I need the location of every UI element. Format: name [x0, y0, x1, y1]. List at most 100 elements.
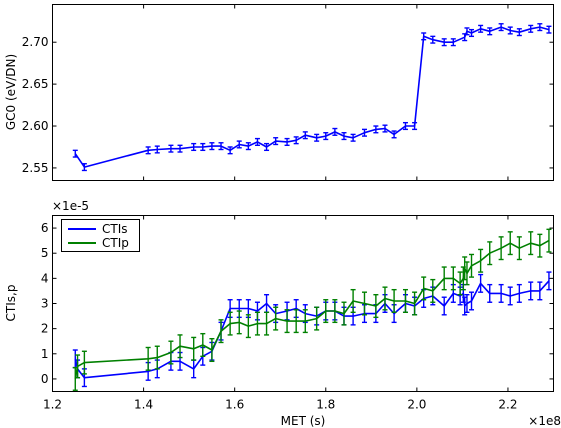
data-point	[487, 27, 493, 36]
series-line	[74, 239, 550, 380]
legend: CTIs CTIp	[61, 219, 140, 252]
y-tick-label: 2.70	[22, 35, 49, 49]
x-multiplier-label: ×1e8	[528, 414, 561, 428]
data-point	[361, 291, 367, 316]
data-point	[469, 253, 475, 278]
data-point	[361, 128, 367, 137]
data-point	[323, 299, 329, 324]
legend-label-ctip: CTIp	[102, 236, 129, 250]
data-point	[469, 291, 475, 311]
bottom-panel-cti: 1.2 1.4 1.6 1.8 2.0 2.2 0 1 2 3 4 5 6 CTIs,p MET (s)…	[4, 199, 561, 428]
legend-box	[61, 219, 140, 252]
data-point	[332, 127, 338, 136]
data-point	[341, 301, 347, 326]
data-point	[72, 149, 78, 158]
data-point	[154, 345, 160, 370]
data-point	[323, 132, 329, 141]
data-point	[498, 236, 504, 261]
data-point	[314, 306, 320, 331]
data-point	[218, 142, 224, 151]
data-point	[507, 26, 513, 35]
series-line	[74, 280, 550, 379]
data-point	[177, 144, 183, 153]
data-point	[382, 286, 388, 311]
x-tick-label: 2.0	[407, 398, 426, 412]
data-point	[227, 146, 233, 155]
data-point	[421, 276, 427, 301]
data-point	[302, 131, 308, 140]
data-point	[391, 288, 397, 313]
data-point	[537, 281, 543, 301]
data-point	[154, 145, 160, 154]
data-point	[546, 228, 552, 253]
data-point	[209, 142, 215, 151]
data-point	[487, 241, 493, 266]
data-point	[302, 309, 308, 334]
series-ctip	[72, 228, 552, 391]
data-point	[264, 311, 270, 336]
data-point	[218, 319, 224, 344]
gc0-series-layer	[72, 23, 552, 172]
top-ylabel: GC0 (eV/DN)	[4, 54, 18, 130]
top-panel-gc0: 2.55 2.60 2.65 2.70 GC0 (eV/DN)	[4, 4, 554, 181]
data-point	[402, 121, 408, 131]
data-point	[516, 283, 522, 303]
data-point	[507, 231, 513, 256]
data-point	[245, 142, 251, 151]
data-point	[430, 278, 436, 303]
y-tick-label: 6	[41, 221, 49, 235]
top-panel-frame	[52, 4, 554, 181]
y-tick-label: 1	[41, 347, 49, 361]
bottom-xlabel: MET (s)	[281, 414, 326, 428]
data-point	[236, 140, 242, 149]
data-point	[293, 136, 299, 145]
legend-label-ctis: CTIs	[102, 222, 128, 236]
data-point	[457, 271, 463, 296]
data-point	[464, 27, 470, 36]
series-gc0	[72, 23, 552, 172]
data-point	[227, 311, 233, 336]
data-point	[191, 336, 197, 361]
data-point	[209, 338, 215, 363]
x-tick-label: 1.8	[316, 398, 335, 412]
data-point	[200, 142, 206, 152]
data-point	[245, 314, 251, 339]
series-ctis	[72, 271, 552, 388]
data-point	[236, 310, 242, 335]
data-point	[516, 236, 522, 261]
data-point	[421, 32, 427, 41]
y-tick-label: 5	[41, 246, 49, 260]
data-point	[284, 137, 290, 147]
y-tick-label: 2.65	[22, 77, 49, 91]
data-point	[350, 133, 356, 142]
data-point	[528, 24, 534, 33]
data-point	[528, 281, 534, 301]
data-point	[441, 296, 447, 316]
data-point	[450, 38, 456, 47]
data-point	[537, 233, 543, 258]
data-point	[546, 271, 552, 291]
data-point	[528, 231, 534, 256]
data-point	[469, 28, 475, 38]
data-point	[264, 294, 270, 313]
data-point	[373, 125, 379, 134]
y-tick-label: 2.55	[22, 161, 49, 175]
data-point	[373, 294, 379, 319]
x-tick-label: 1.4	[134, 398, 153, 412]
data-point	[391, 130, 397, 139]
data-point	[341, 132, 347, 141]
data-point	[145, 146, 151, 155]
data-point	[177, 334, 183, 359]
data-point	[478, 24, 484, 33]
data-point	[75, 354, 81, 379]
data-point	[537, 23, 543, 32]
data-point	[273, 306, 279, 331]
data-point	[382, 124, 388, 133]
data-point	[412, 291, 418, 316]
data-point	[464, 261, 470, 286]
data-point	[191, 359, 197, 379]
bottom-panel-ticks: 1.2 1.4 1.6 1.8 2.0 2.2 0 1 2 3 4 5 6	[41, 215, 554, 412]
data-point	[430, 35, 436, 44]
top-panel-ticks: 2.55 2.60 2.65 2.70	[22, 4, 554, 181]
